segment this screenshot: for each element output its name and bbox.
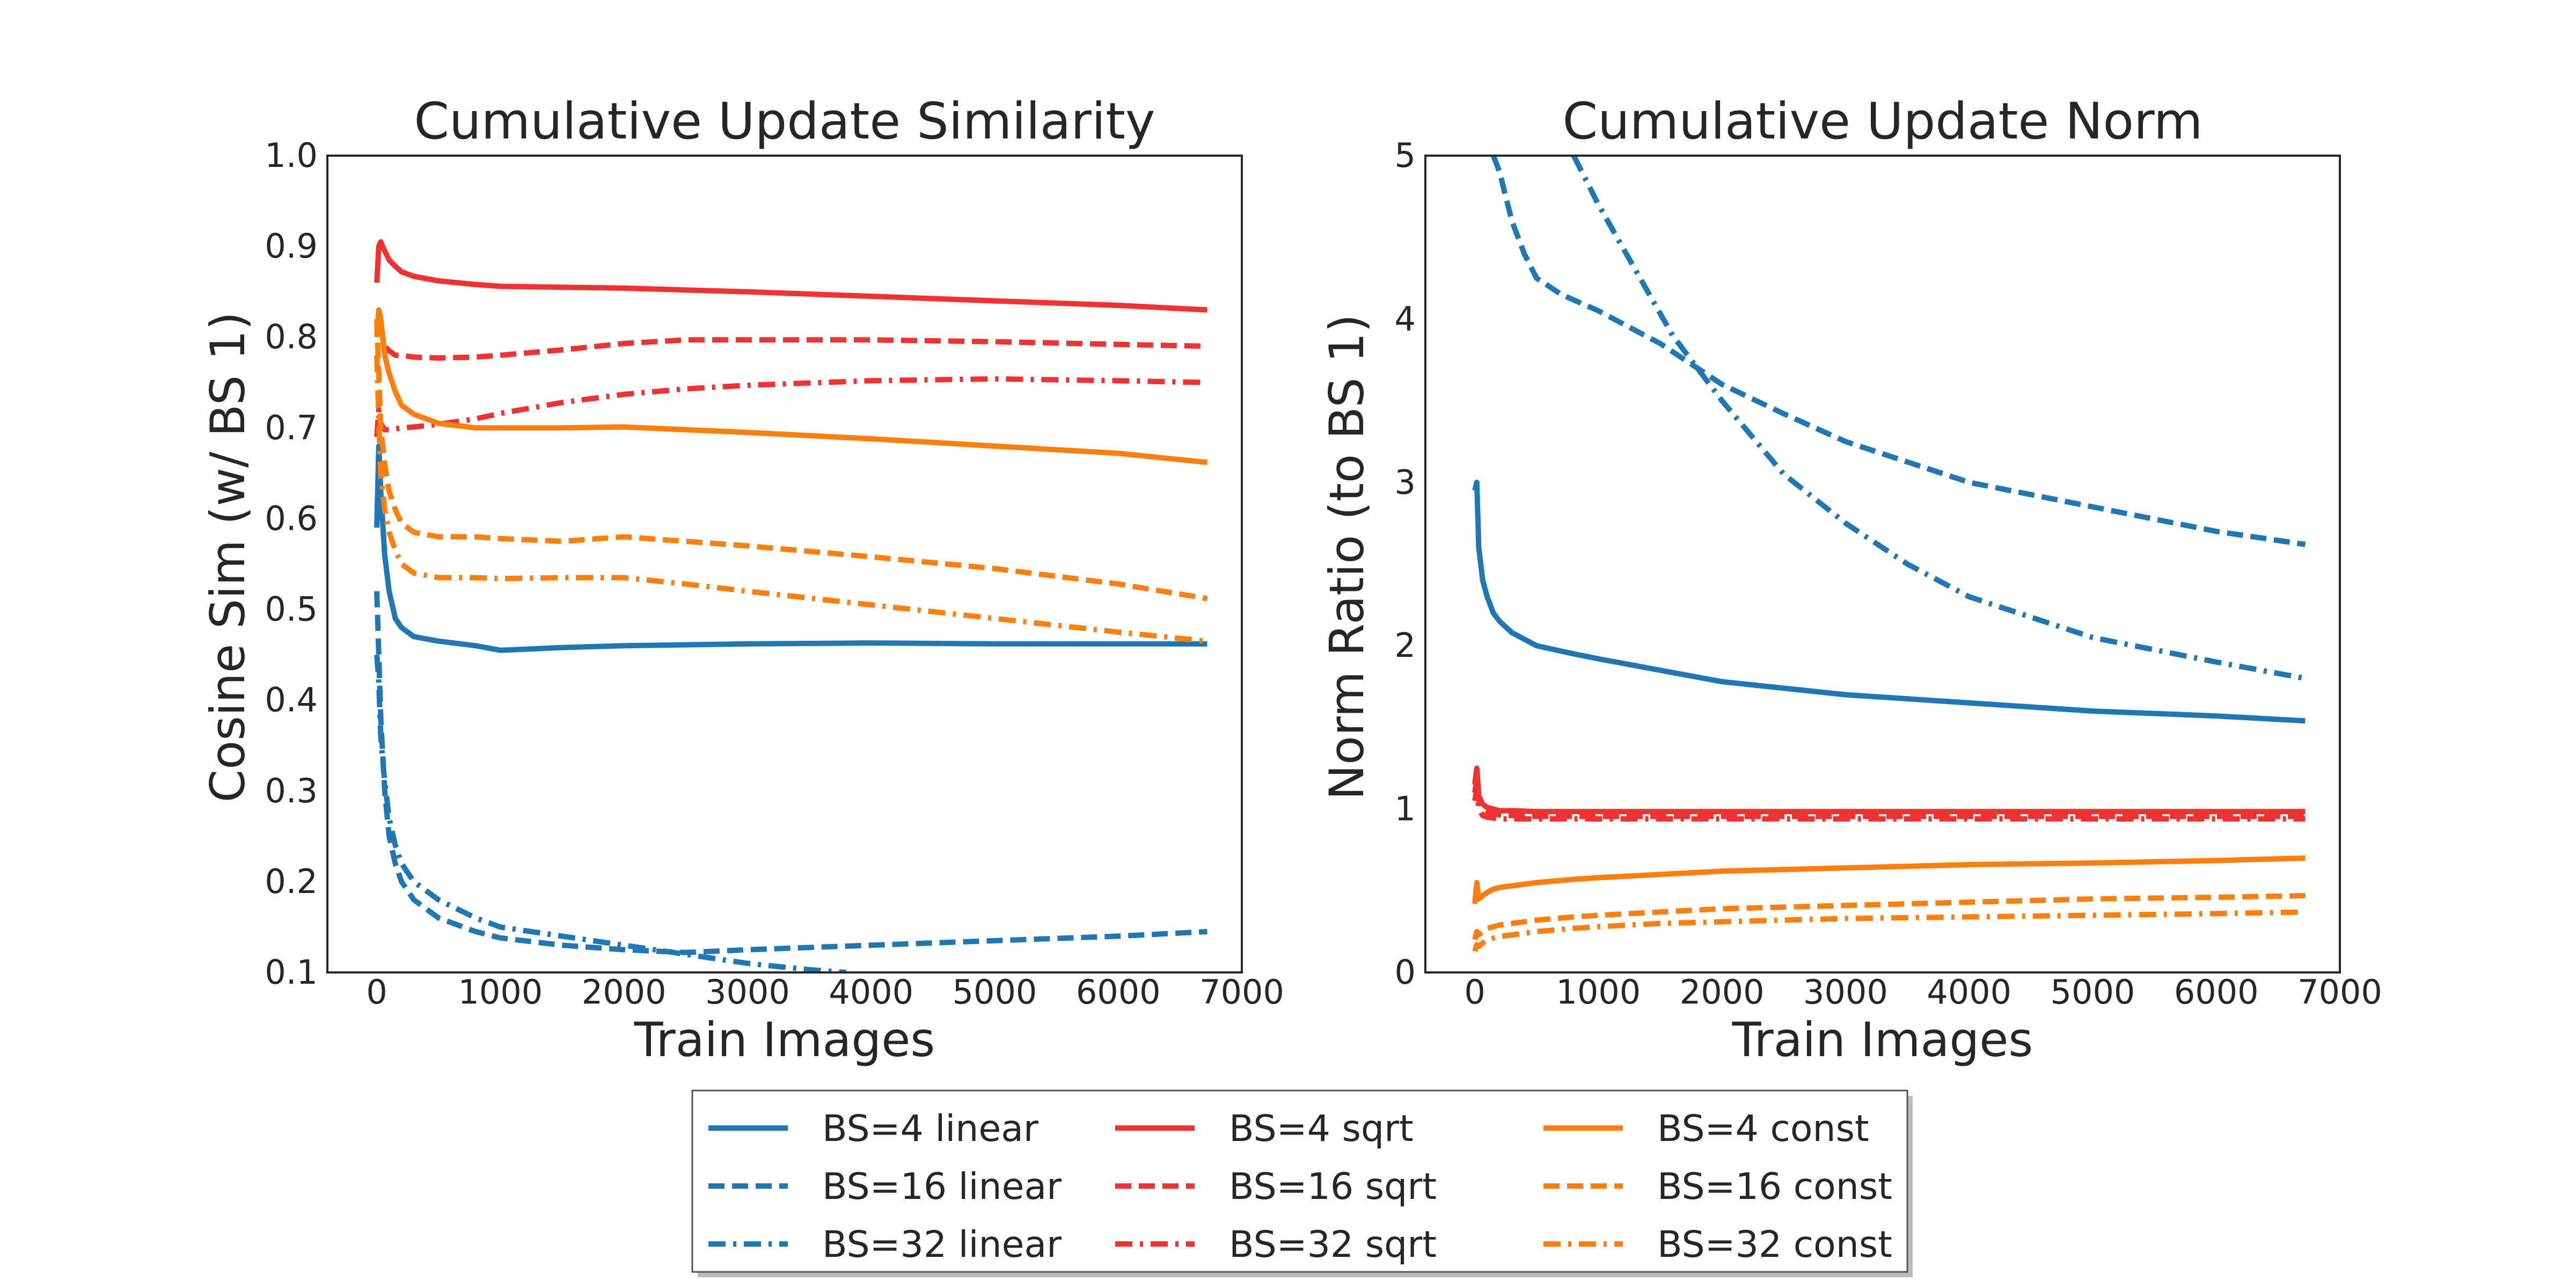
y-tick-label: 0.6	[265, 499, 318, 538]
plot-frame-similarity	[326, 155, 1243, 974]
chart-title-similarity: Cumulative Update Similarity	[414, 92, 1155, 151]
y-tick-label: 1	[1395, 789, 1416, 829]
x-axis-label-norm: Train Images	[1732, 1012, 2033, 1067]
series-line-bs-4-linear	[1472, 479, 2306, 724]
series-line-bs-32-sqrt	[374, 376, 1208, 437]
x-tick-label: 2000	[1680, 972, 1765, 1012]
legend-label-bs-16-const: BS=16 const	[1657, 1166, 1892, 1208]
series-line-bs-4-const	[374, 307, 1208, 465]
legend: BS=4 linear BS=16 linear BS=32 linear BS=4 …	[691, 1089, 1913, 1277]
x-tick-label: 6000	[2174, 972, 2259, 1012]
x-tick-label: 0	[1464, 972, 1485, 1012]
y-tick-label: 0.9	[265, 226, 318, 266]
legend-label-bs-32-sqrt: BS=32 sqrt	[1229, 1224, 1437, 1266]
series-line-bs-4-sqrt	[374, 239, 1208, 313]
legend-label-bs-4-const: BS=4 const	[1657, 1108, 1869, 1150]
series-line-bs-32-linear	[1571, 156, 2306, 682]
x-tick-label: 4000	[829, 972, 913, 1012]
y-tick-label: 2	[1395, 626, 1416, 665]
x-tick-label: 6000	[1076, 972, 1161, 1012]
plot-frame-norm	[1424, 155, 2341, 974]
y-tick-label: 0.5	[265, 590, 318, 629]
y-tick-label: 0.3	[265, 771, 318, 810]
series-line-bs-16-linear	[1490, 156, 2306, 547]
series-line-bs-32-const	[374, 355, 1208, 644]
x-tick-label: 3000	[705, 972, 790, 1012]
y-tick-label: 0.1	[265, 953, 318, 992]
series-group-similarity	[374, 239, 1208, 972]
series-line-bs-16-const	[374, 319, 1208, 602]
legend-label-bs-16-sqrt: BS=16 sqrt	[1229, 1166, 1437, 1208]
y-tick-label: 0.7	[265, 408, 318, 447]
chart-panel-norm: Cumulative Update Norm Norm Ratio (to BS…	[1319, 92, 2382, 1067]
x-tick-label: 1000	[1556, 972, 1641, 1012]
y-tick-label: 3	[1395, 463, 1416, 502]
legend-items: BS=4 linear BS=16 linear BS=32 linear BS=4 …	[708, 1108, 1892, 1266]
x-tick-label: 3000	[1803, 972, 1888, 1012]
y-axis-label-similarity: Cosine Sim (w/ BS 1)	[200, 312, 255, 802]
chart-panel-similarity: Cumulative Update Similarity Cosine Sim …	[200, 92, 1284, 1067]
y-tick-label: 0.2	[265, 862, 318, 901]
chart-title-norm: Cumulative Update Norm	[1562, 92, 2202, 151]
y-tick-label: 1.0	[265, 136, 318, 175]
legend-label-bs-4-sqrt: BS=4 sqrt	[1229, 1108, 1414, 1150]
ticks-similarity: 0 1000 2000 3000 4000 5000 6000 7000 0.1 0.2 0.3 0.…	[265, 136, 1284, 1012]
series-line-bs-4-linear	[374, 443, 1208, 653]
series-line-bs-32-linear	[374, 654, 847, 972]
legend-label-bs-32-linear: BS=32 linear	[822, 1224, 1062, 1266]
x-tick-label: 0	[366, 972, 387, 1012]
y-tick-label: 0	[1395, 953, 1416, 992]
x-tick-label: 5000	[953, 972, 1037, 1012]
series-line-bs-32-const	[1472, 909, 2306, 952]
series-group-norm	[1472, 156, 2306, 952]
x-tick-label: 4000	[1927, 972, 2011, 1012]
x-tick-label: 1000	[458, 972, 543, 1012]
ticks-norm: 0 1000 2000 3000 4000 5000 6000 7000 0 1 2 3 4 5	[1395, 136, 2382, 1012]
x-tick-label: 2000	[582, 972, 667, 1012]
x-axis-label-similarity: Train Images	[634, 1012, 935, 1067]
series-line-bs-4-const	[1472, 855, 2306, 904]
legend-box	[691, 1089, 1908, 1273]
legend-label-bs-32-const: BS=32 const	[1657, 1224, 1892, 1266]
legend-label-bs-16-linear: BS=16 linear	[822, 1166, 1062, 1208]
y-tick-label: 4	[1395, 299, 1416, 338]
x-tick-label: 5000	[2051, 972, 2135, 1012]
x-tick-label: 7000	[2297, 972, 2382, 1012]
y-axis-label-norm: Norm Ratio (to BS 1)	[1319, 314, 1374, 800]
legend-label-bs-4-linear: BS=4 linear	[822, 1108, 1038, 1150]
series-line-bs-16-linear	[374, 591, 1208, 955]
series-line-bs-32-sqrt	[1472, 787, 2306, 822]
y-tick-label: 0.4	[265, 680, 318, 720]
y-tick-label: 0.8	[265, 317, 318, 356]
y-tick-label: 5	[1395, 136, 1416, 175]
x-tick-label: 7000	[1199, 972, 1284, 1012]
series-line-bs-16-const	[1472, 892, 2306, 941]
